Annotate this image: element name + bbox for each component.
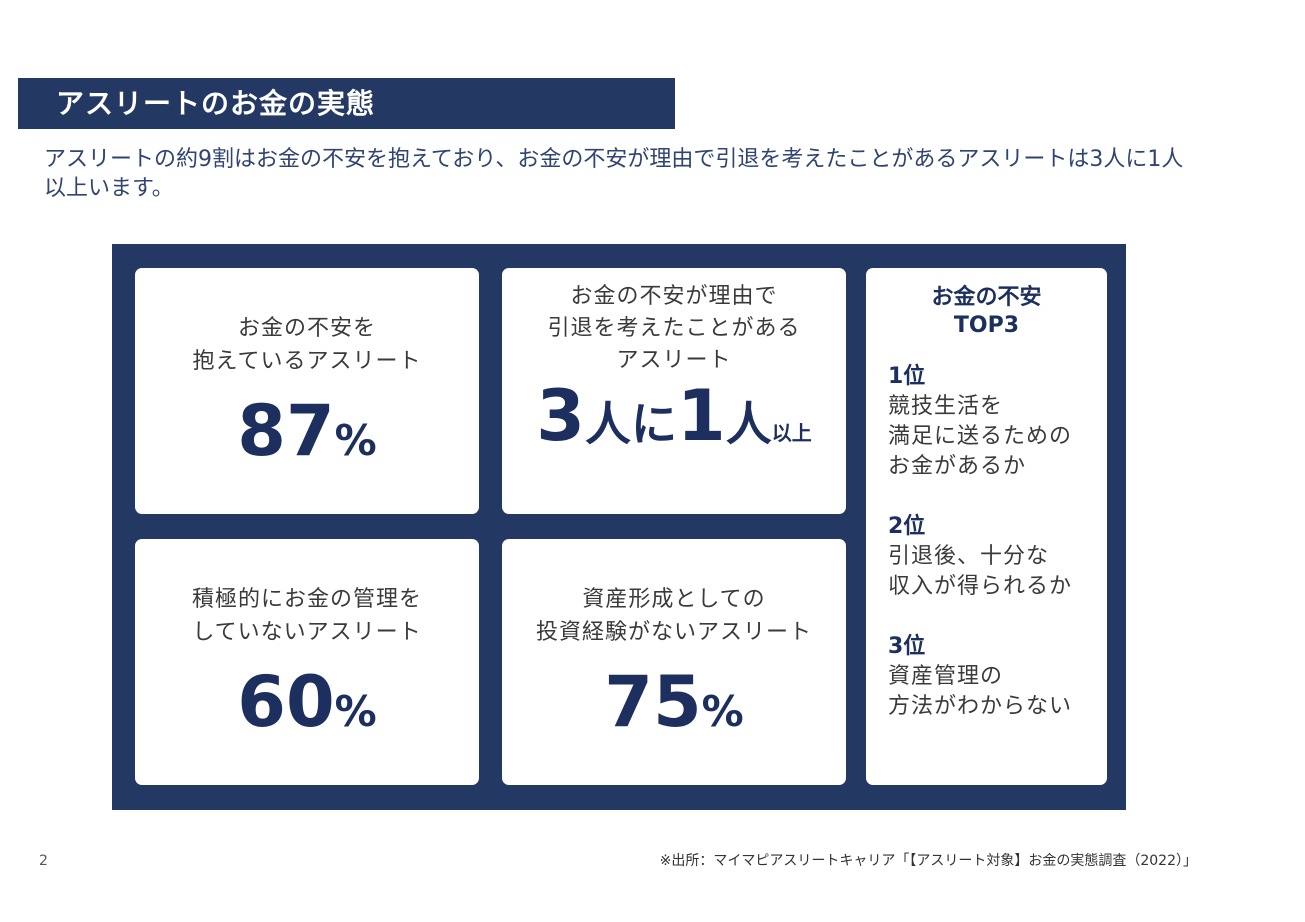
stat-label-line: 抱えているアスリート: [192, 349, 422, 374]
stat-text: 人: [725, 397, 772, 451]
rank-item-3: 3位 資産管理の 方法がわからない: [888, 632, 1107, 722]
stat-number: 3: [536, 375, 585, 457]
rank-text-line: 方法がわからない: [888, 694, 1073, 719]
stat-value: 3人に1人以上: [502, 375, 846, 457]
source-citation: ※出所：マイマピアスリートキャリア「【アスリート対象】お金の実態調査（2022）…: [659, 853, 1197, 869]
page-title: アスリートのお金の実態: [18, 78, 675, 129]
stats-panel: お金の不安を 抱えているアスリート 87% お金の不安が理由で 引退を考えたこと…: [112, 244, 1126, 810]
rank-text-line: 満足に送るための: [888, 424, 1073, 449]
stat-label-line: 積極的にお金の管理を: [191, 587, 422, 612]
rank-item-1: 1位 競技生活を 満足に送るための お金があるか: [888, 362, 1107, 482]
top3-anxieties-card: お金の不安 TOP3 1位 競技生活を 満足に送るための お金があるか 2位 引…: [866, 268, 1107, 785]
stat-label-line: 投資経験がないアスリート: [535, 620, 812, 645]
stat-label: 積極的にお金の管理を していないアスリート: [135, 539, 479, 649]
stat-value: 87%: [135, 390, 479, 472]
stat-label: お金の不安を 抱えているアスリート: [135, 268, 479, 378]
top3-title-line: お金の不安: [931, 285, 1042, 310]
stat-label: 資産形成としての 投資経験がないアスリート: [502, 539, 846, 649]
top3-title-line: TOP3: [953, 313, 1020, 338]
stat-unit: %: [334, 687, 377, 736]
stat-number: 60: [237, 661, 335, 743]
stat-label-line: お金の不安が理由で: [570, 284, 778, 309]
stat-label-line: お金の不安を: [237, 316, 376, 341]
stat-suffix: 以上: [771, 421, 812, 445]
rank-number: 1位: [888, 364, 926, 389]
rank-item-2: 2位 引退後、十分な 収入が得られるか: [888, 512, 1107, 602]
stat-value: 60%: [135, 661, 479, 743]
stat-label: お金の不安が理由で 引退を考えたことがある アスリート: [502, 268, 846, 377]
stat-text: 人に: [585, 397, 677, 451]
rank-text-line: 資産管理の: [888, 664, 1004, 689]
stat-card-investment: 資産形成としての 投資経験がないアスリート 75%: [502, 539, 846, 785]
stat-label-line: していないアスリート: [192, 620, 422, 645]
stat-number: 87: [237, 390, 335, 472]
rank-text-line: 収入が得られるか: [888, 574, 1073, 599]
stat-label-line: アスリート: [616, 348, 732, 373]
stat-unit: %: [334, 416, 377, 465]
stat-card-retirement: お金の不安が理由で 引退を考えたことがある アスリート 3人に1人以上: [502, 268, 846, 514]
rank-text-line: 競技生活を: [888, 394, 1004, 419]
rank-text-line: お金があるか: [888, 454, 1027, 479]
stat-number: 1: [677, 375, 726, 457]
rank-number: 3位: [888, 634, 926, 659]
stat-unit: %: [701, 687, 744, 736]
rank-text-line: 引退後、十分な: [888, 544, 1050, 569]
stat-value: 75%: [502, 661, 846, 743]
stat-card-money-management: 積極的にお金の管理を していないアスリート 60%: [135, 539, 479, 785]
rank-number: 2位: [888, 514, 926, 539]
stat-number: 75: [604, 661, 702, 743]
stat-card-money-anxiety: お金の不安を 抱えているアスリート 87%: [135, 268, 479, 514]
page-number: 2: [39, 853, 48, 869]
page-subtitle: アスリートの約9割はお金の不安を抱えており、お金の不安が理由で引退を考えたことが…: [44, 147, 1184, 201]
stat-label-line: 資産形成としての: [582, 587, 766, 612]
stat-label-line: 引退を考えたことがある: [547, 316, 801, 341]
top3-title: お金の不安 TOP3: [866, 268, 1107, 340]
